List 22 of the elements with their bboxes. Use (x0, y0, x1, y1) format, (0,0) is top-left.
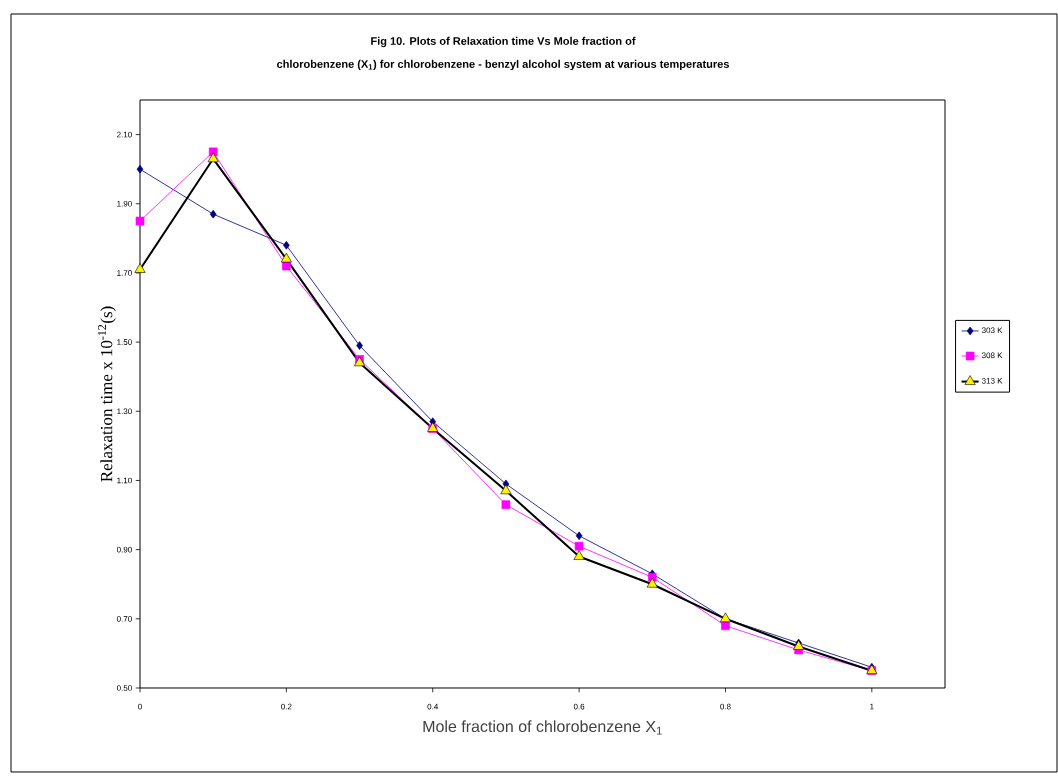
chart-subtitle: chlorobenzene (X$_{1}$) for chlorobenzene - benzyl alcohol system at various temperatures (277, 59, 729, 71)
x-tick-label: 0.4 (427, 703, 439, 710)
legend-label: 308 K (981, 352, 1003, 359)
y-tick-label: 0.90 (116, 546, 132, 553)
y-tick-label: 1.70 (117, 270, 132, 276)
legend-label: 303 K (981, 327, 1003, 334)
x-tick-label: 0.6 (573, 703, 585, 710)
y-tick-label: 1.10 (117, 477, 132, 484)
legend-label: 313 K (981, 378, 1003, 384)
y-tick-label: 0.70 (116, 615, 132, 622)
chart-title: Fig 10. Plots of Relaxation time Vs Mole fraction of (371, 36, 636, 48)
x-axis-title: Mole fraction of chlorobenzene X$_{1}$ (423, 720, 662, 735)
y-tick-label: 2.10 (117, 131, 132, 138)
y-tick-label: 1.30 (117, 408, 132, 415)
x-tick-label: 1 (870, 703, 874, 710)
y-axis-title: Relaxation time x 10$^{-12}$(s) (97, 306, 116, 482)
y-tick-label: 0.50 (116, 685, 132, 691)
y-tick-label: 1.90 (117, 200, 132, 207)
x-tick-label: 0.2 (281, 703, 292, 710)
x-tick-label: 0.8 (720, 703, 731, 710)
x-tick-label: 0 (138, 703, 142, 710)
y-tick-label: 1.50 (117, 339, 132, 345)
